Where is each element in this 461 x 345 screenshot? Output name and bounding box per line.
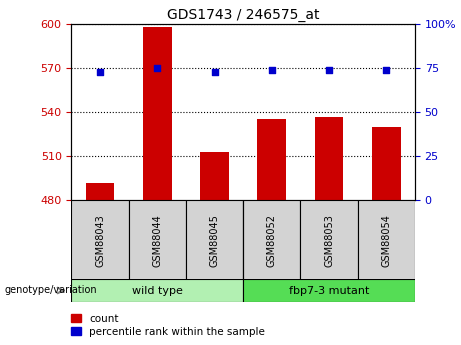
Bar [143,27,171,200]
Bar [243,279,415,302]
Text: genotype/variation: genotype/variation [5,286,97,295]
Legend: count, percentile rank within the sample: count, percentile rank within the sample [67,310,268,340]
Point [154,66,161,71]
Bar [301,200,358,281]
Bar [243,200,301,281]
Text: fbp7-3 mutant: fbp7-3 mutant [289,286,369,296]
Bar [71,200,129,281]
Point [383,67,390,73]
Text: GSM88053: GSM88053 [324,214,334,267]
Text: wild type: wild type [132,286,183,296]
Bar [186,200,243,281]
Point [325,67,333,73]
Title: GDS1743 / 246575_at: GDS1743 / 246575_at [167,8,319,22]
Bar [258,119,286,200]
Bar [358,200,415,281]
Text: GSM88054: GSM88054 [381,214,391,267]
Point [211,69,218,75]
Text: GSM88044: GSM88044 [152,214,162,267]
Bar [71,279,243,302]
Text: GSM88045: GSM88045 [210,214,219,267]
Point [268,67,276,73]
Bar [372,127,401,200]
Point [96,69,104,75]
Bar [315,117,343,200]
Bar [129,200,186,281]
Bar [86,183,114,200]
Bar [200,152,229,200]
Text: GSM88052: GSM88052 [267,214,277,267]
Text: GSM88043: GSM88043 [95,214,105,267]
